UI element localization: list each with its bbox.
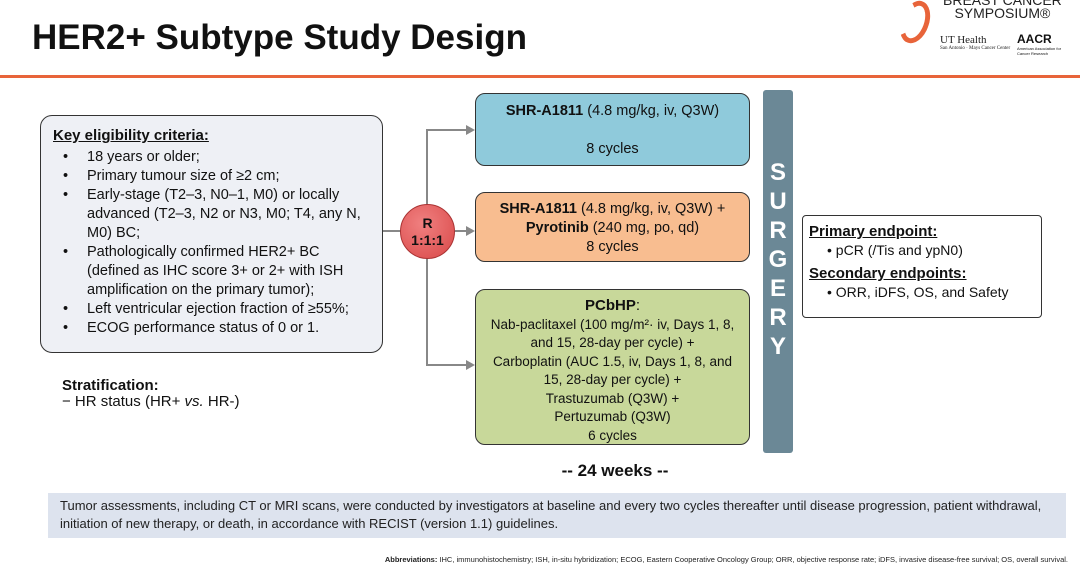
cycles: 6 cycles: [588, 427, 637, 443]
regimen-line: Carboplatin (AUC 1.5, iv, Days 1, 8, and…: [492, 353, 733, 388]
criterion: ECOG performance status of 0 or 1.: [53, 319, 370, 338]
duration-label: -- 24 weeks --: [561, 461, 669, 480]
regimen-line: Pertuzumab (Q3W): [554, 409, 671, 424]
secondary-endpoint-heading: Secondary endpoints:: [809, 265, 967, 282]
arm-shr-a1811-pyrotinib: SHR-A1811 (4.8 mg/kg, iv, Q3W) + Pyrotin…: [475, 192, 750, 262]
criterion: Early-stage (T2–3, N0–1, M0) or locally …: [53, 186, 370, 243]
drug-dose: (4.8 mg/kg, iv, Q3W): [583, 103, 720, 119]
stratification-heading: Stratification:: [62, 377, 159, 394]
eligibility-heading: Key eligibility criteria:: [53, 127, 209, 144]
logo-line1: BREAST CANCER: [943, 0, 1062, 8]
surgery-letter: R: [769, 304, 787, 331]
regimen-line: Nab-paclitaxel (100 mg/m²· iv, Days 1, 8…: [490, 316, 735, 351]
abbreviations: Abbreviations: IHC, immunohistochemistry…: [385, 555, 1068, 564]
strat-text-end: HR-): [203, 393, 240, 410]
abbreviations-text: IHC, immunohistochemistry; ISH, in-situ …: [437, 555, 1068, 564]
drug-name: PCbHP: [584, 297, 636, 314]
abbreviations-label: Abbreviations:: [384, 555, 438, 564]
sabcs-logo: BREAST CANCER SYMPOSIUM® UT Health San Ant…: [894, 0, 1075, 68]
primary-endpoint: • pCR (/Tis and ypN0): [827, 242, 963, 258]
connector-line: [455, 230, 466, 232]
aacr-logo: AACR American Association for Cancer Rese…: [1017, 32, 1062, 56]
drug-dose: (240 mg, po, qd): [588, 220, 700, 236]
criterion: Primary tumour size of ≥2 cm;: [53, 167, 370, 186]
surgery-letter: G: [768, 246, 788, 273]
connector-line: [426, 129, 466, 131]
surgery-letter: S: [769, 159, 786, 186]
criterion: 18 years or older;: [53, 148, 370, 167]
stratification: Stratification: − HR status (HR+ vs. HR-…: [62, 378, 240, 410]
surgery-bar: S U R G E R Y: [763, 90, 793, 453]
colon: :: [635, 297, 640, 314]
arrow-icon: [466, 125, 475, 135]
randomization-label: R: [422, 215, 433, 231]
criterion: Left ventricular ejection fraction of ≥5…: [53, 300, 370, 319]
surgery-letter: Y: [769, 333, 786, 360]
arrow-icon: [466, 360, 475, 370]
drug-name: SHR-A1811: [505, 103, 584, 119]
drug-name: SHR-A1811: [499, 201, 577, 217]
connector-line: [426, 364, 466, 366]
arm-pcbhp: PCbHP: Nab-paclitaxel (100 mg/m²· iv, Da…: [475, 289, 750, 445]
title-divider: [0, 75, 1080, 78]
cycles: 8 cycles: [586, 141, 639, 157]
drug-dose: (4.8 mg/kg, iv, Q3W) +: [576, 201, 726, 217]
secondary-endpoints: • ORR, iDFS, OS, and Safety: [827, 284, 1009, 300]
ribbon-icon: [894, 0, 936, 48]
strat-text: − HR status (HR+: [62, 393, 185, 410]
arrow-icon: [466, 226, 475, 236]
drug-name: Pyrotinib: [525, 220, 589, 236]
ut-health-logo: UT Health San Antonio · Mays Cancer Cente…: [940, 34, 1011, 51]
assessment-note: Tumor assessments, including CT or MRI s…: [48, 493, 1066, 538]
eligibility-box: Key eligibility criteria: 18 years or ol…: [40, 115, 383, 353]
endpoints-box: Primary endpoint: • pCR (/Tis and ypN0) …: [802, 215, 1042, 318]
strat-vs: vs.: [184, 393, 204, 410]
arm-shr-a1811: SHR-A1811 (4.8 mg/kg, iv, Q3W) 8 cycles: [475, 93, 750, 166]
primary-endpoint-heading: Primary endpoint:: [809, 223, 938, 240]
criterion: Pathologically confirmed HER2+ BC (defin…: [53, 243, 370, 300]
surgery-letter: R: [769, 217, 787, 244]
page-title: HER2+ Subtype Study Design: [32, 18, 527, 57]
randomization-ratio: 1:1:1: [411, 232, 444, 248]
randomization-circle: R 1:1:1: [400, 204, 455, 259]
logo-line2: SYMPOSIUM®: [954, 5, 1051, 21]
connector-line: [383, 230, 401, 232]
surgery-letter: U: [769, 188, 787, 215]
cycles: 8 cycles: [586, 239, 639, 255]
surgery-letter: E: [769, 275, 786, 302]
regimen-line: Trastuzumab (Q3W) +: [545, 390, 680, 406]
